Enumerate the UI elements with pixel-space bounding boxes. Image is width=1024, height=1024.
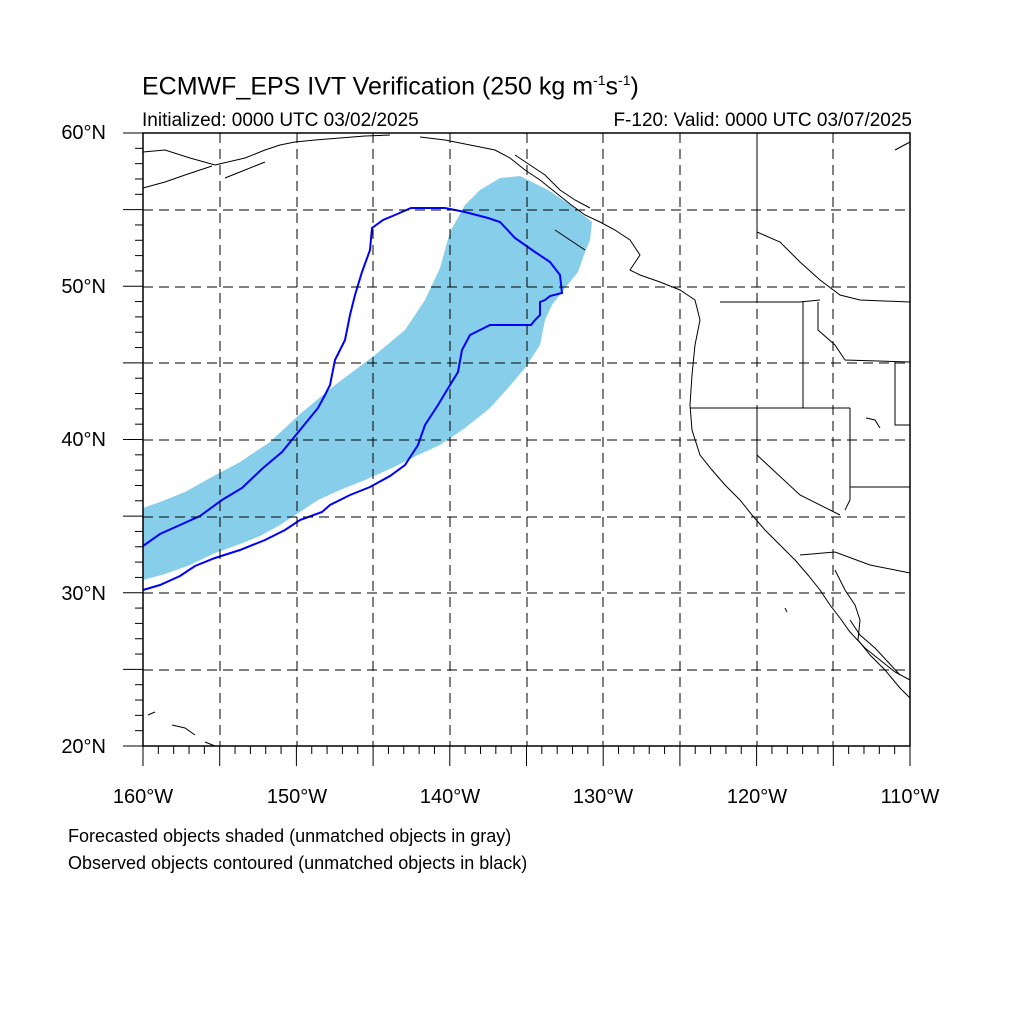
valid-time: F-120: Valid: 0000 UTC 03/07/2025: [613, 110, 912, 131]
lon-label-160: 160°W: [112, 786, 174, 808]
observed-object-contour: [142, 207, 564, 591]
observed-note: Observed objects contoured (unmatched ob…: [68, 853, 528, 873]
state-boundaries: [690, 133, 911, 574]
lat-label-40: 40°N: [61, 429, 106, 451]
lat-label-60: 60°N: [61, 122, 106, 144]
lon-label-110: 110°W: [880, 786, 940, 808]
lon-label-130: 130°W: [572, 786, 634, 808]
lat-label-50: 50°N: [61, 276, 106, 298]
lon-label-150: 150°W: [266, 786, 328, 808]
lon-label-120: 120°W: [726, 786, 788, 808]
initialized-time: Initialized: 0000 UTC 03/02/2025: [142, 110, 419, 131]
coastlines: [142, 134, 911, 747]
forecast-note: Forecasted objects shaded (unmatched obj…: [68, 826, 512, 846]
gridlines: [143, 133, 910, 746]
lat-label-20: 20°N: [61, 736, 106, 758]
lat-label-30: 30°N: [61, 583, 106, 605]
forecast-object-shading: [143, 176, 592, 580]
axis-ticks: [123, 132, 911, 766]
lon-label-140: 140°W: [419, 786, 481, 808]
plot-title: ECMWF_EPS IVT Verification (250 kg m-1s-…: [142, 72, 639, 101]
